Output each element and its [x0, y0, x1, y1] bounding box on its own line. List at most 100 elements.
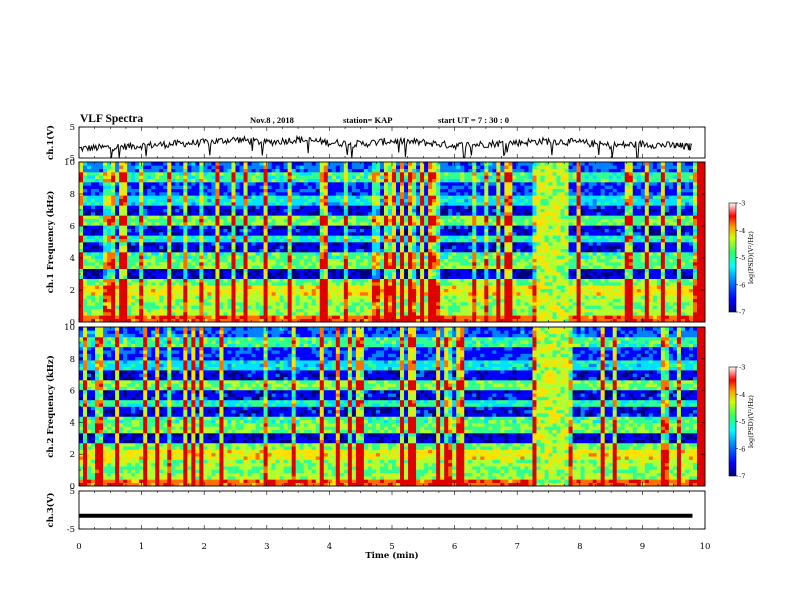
spectrogram-cell — [460, 312, 465, 316]
spectrogram-cell — [536, 278, 541, 283]
spectrogram-cell — [504, 272, 509, 276]
spectrogram-cell — [544, 218, 549, 223]
spectrogram-cell — [476, 298, 481, 303]
spectrogram-cell — [568, 308, 573, 313]
spectrogram-cell — [424, 268, 429, 273]
spectrogram-cell — [440, 248, 445, 253]
spectrogram-cell — [528, 295, 533, 299]
spectrogram-cell — [207, 295, 212, 299]
spectrogram-cell — [636, 248, 642, 253]
spectrogram-cell — [355, 305, 361, 309]
spectrogram-cell — [135, 258, 140, 263]
spectrogram-cell — [624, 262, 630, 266]
spectrogram-cell — [600, 298, 605, 303]
spectrogram-cell — [700, 278, 706, 283]
spectrogram-cell — [480, 262, 485, 266]
spectrogram-cell — [367, 308, 373, 313]
spectrogram-cell — [456, 248, 461, 253]
spectrogram-cell — [247, 218, 252, 223]
spectrogram-cell — [632, 262, 638, 266]
spectrogram-cell — [672, 238, 678, 243]
spectrogram-cell — [532, 252, 537, 256]
spectrogram-cell — [187, 242, 192, 246]
spectrogram-cell — [115, 278, 120, 283]
spectrogram-cell — [608, 275, 613, 279]
spectrogram-cell — [363, 238, 369, 243]
spectrogram-cell — [644, 295, 650, 299]
spectrogram-cell — [424, 288, 429, 293]
spectrogram-cell — [432, 305, 437, 309]
spectrogram-cell — [512, 278, 517, 283]
spectrogram-cell — [432, 248, 437, 253]
spectrogram-cell — [143, 215, 148, 219]
spectrogram-cell — [95, 305, 100, 309]
spectrogram-cell — [656, 292, 662, 296]
spectrogram-cell — [496, 278, 501, 283]
spectrogram-cell — [171, 242, 176, 246]
spectrogram-cell — [668, 215, 674, 219]
spectrogram-cell — [444, 298, 449, 303]
spectrogram-cell — [363, 295, 369, 299]
spectrogram-cell — [231, 252, 236, 256]
spectrogram-cell — [576, 235, 581, 239]
spectrogram-cell — [580, 282, 585, 286]
spectrogram-cell — [568, 272, 573, 276]
spectrogram-cell — [404, 272, 409, 276]
spectrogram-cell — [492, 318, 497, 323]
spectrogram-cell — [520, 218, 525, 223]
spectrogram-cell — [143, 318, 148, 323]
spectrogram-cell — [500, 235, 505, 239]
spectrogram-cell — [119, 268, 124, 273]
spectrogram-cell — [484, 238, 489, 243]
spectrogram-cell — [600, 215, 605, 219]
spectrogram-cell — [432, 308, 437, 313]
spectrogram-cell — [436, 265, 441, 269]
spectrogram-cell — [163, 315, 168, 319]
spectrogram-cell — [195, 245, 200, 249]
spectrogram-cell — [251, 268, 256, 273]
spectrogram-cell — [468, 248, 473, 253]
spectrogram-cell — [131, 275, 136, 279]
spectrogram-cell — [323, 302, 329, 306]
spectrogram-cell — [392, 285, 397, 289]
spectrogram-cell — [624, 302, 630, 306]
spectrogram-cell — [428, 258, 433, 263]
spectrogram-cell — [287, 215, 292, 219]
spectrogram-cell — [676, 308, 682, 313]
spectrogram-cell — [504, 245, 509, 249]
spectrogram-cell — [640, 245, 646, 249]
spectrogram-cell — [544, 265, 549, 269]
spectrogram-cell — [688, 248, 694, 253]
spectrogram-cell — [448, 225, 453, 229]
spectrogram-cell — [508, 278, 513, 283]
spectrogram-cell — [636, 218, 642, 223]
spectrogram-cell — [460, 308, 465, 313]
spectrogram-cell — [371, 242, 377, 246]
spectrogram-cell — [600, 302, 605, 306]
spectrogram-cell — [215, 292, 220, 296]
spectrogram-cell — [684, 225, 690, 229]
spectrogram-cell — [412, 242, 417, 246]
spectrogram-cell — [355, 245, 361, 249]
spectrogram-cell — [167, 288, 172, 293]
spectrogram-cell — [291, 242, 296, 246]
spectrogram-cell — [311, 222, 317, 226]
spectrogram-cell — [239, 312, 244, 316]
spectrogram-cell — [275, 225, 280, 229]
spectrogram-cell — [275, 288, 280, 293]
spectrogram-cell — [239, 228, 244, 233]
spectrogram-cell — [191, 302, 196, 306]
spectrogram-cell — [211, 315, 216, 319]
spectrogram-cell — [696, 222, 702, 226]
spectrogram-cell — [612, 295, 618, 299]
spectrogram-cell — [343, 248, 349, 253]
spectrogram-cell — [207, 248, 212, 253]
spectrogram-cell — [512, 242, 517, 246]
spectrogram-cell — [131, 258, 136, 263]
spectrogram-cell — [131, 272, 136, 276]
spectrogram-cell — [335, 228, 341, 233]
spectrogram-cell — [440, 252, 445, 256]
spectrogram-cell — [496, 242, 501, 246]
spectrogram-cell — [271, 238, 276, 243]
spectrogram-cell — [568, 292, 573, 296]
